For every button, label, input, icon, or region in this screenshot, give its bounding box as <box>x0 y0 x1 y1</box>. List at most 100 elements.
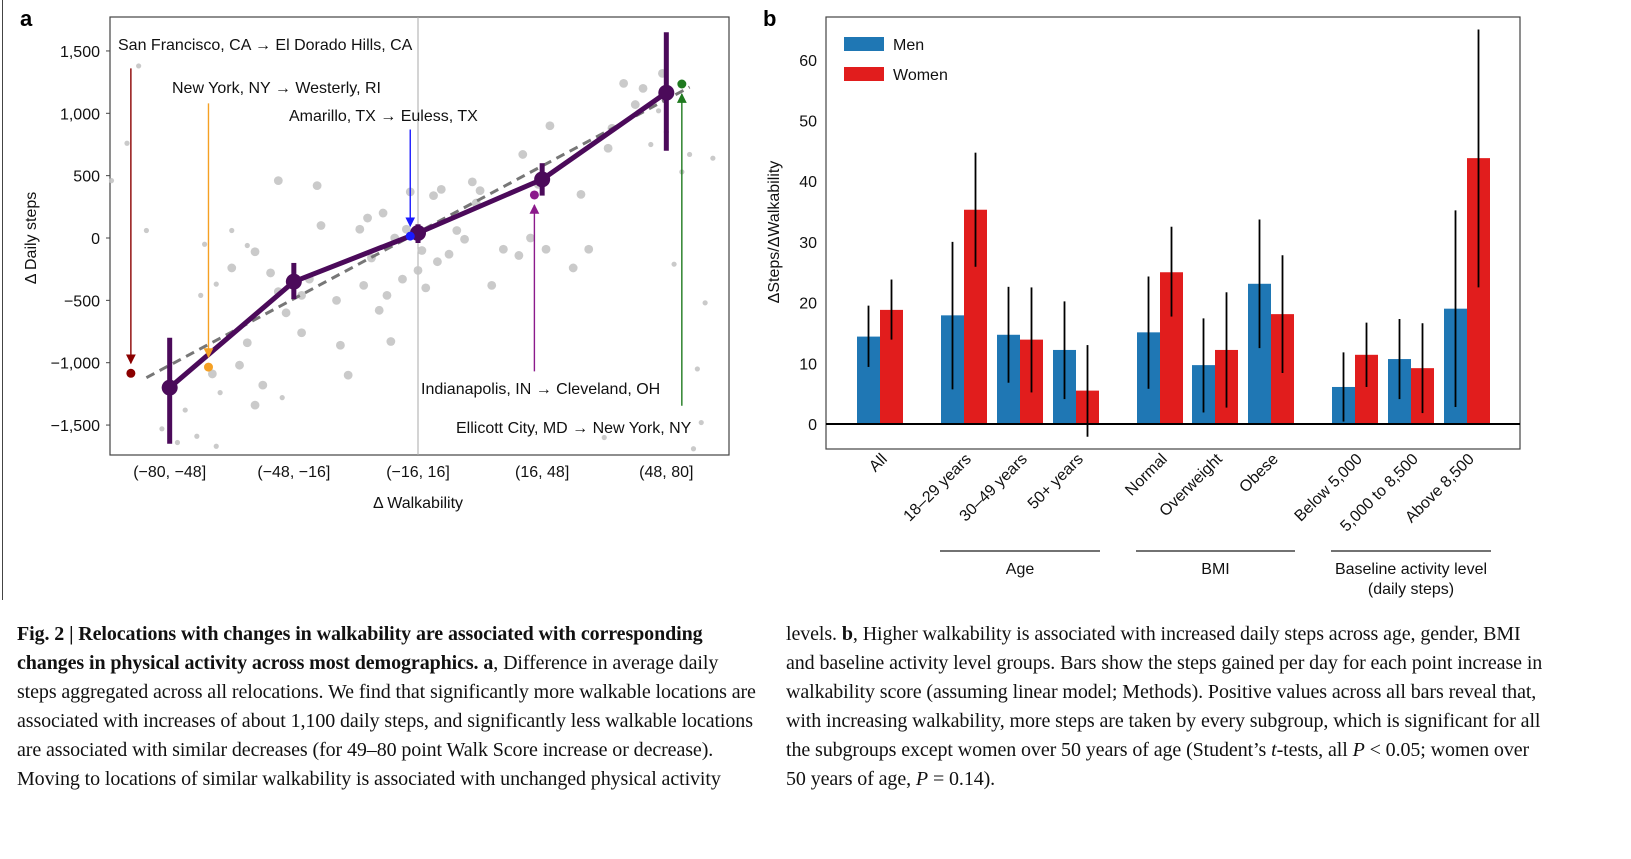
relocation-point <box>382 290 392 300</box>
relocation-point <box>568 263 578 273</box>
relocation-point <box>514 251 524 260</box>
group-label: BMI <box>1201 561 1229 578</box>
relocation-point <box>217 390 223 396</box>
bar-women <box>1467 158 1490 424</box>
category-label: Normal <box>1122 451 1170 499</box>
bar-women <box>1160 272 1183 424</box>
plot-frame-a <box>109 16 730 456</box>
x-axis-label: Δ Walkability <box>373 495 463 512</box>
caption-left-column: Fig. 2 | Relocations with changes in wal… <box>17 620 762 794</box>
relocation-point <box>159 426 165 432</box>
relocation-point <box>374 305 384 315</box>
relocation-point <box>444 249 454 259</box>
highlighted-relocation-point <box>405 231 415 241</box>
category-label: 50+ years <box>1025 451 1087 513</box>
relocation-point <box>584 244 594 254</box>
relocation-point <box>429 191 438 201</box>
legend-label-men: Men <box>893 37 924 54</box>
relocation-point <box>207 369 217 379</box>
caption-b-label: b <box>841 623 853 645</box>
relocation-point <box>336 340 345 350</box>
y-tick-label: −1,500 <box>51 418 100 435</box>
plot-frame-b <box>825 16 1521 450</box>
relocation-point <box>266 268 275 278</box>
relocation-point <box>467 177 477 187</box>
bar-men <box>1248 283 1271 424</box>
relocation-point <box>386 337 396 346</box>
relocation-point <box>619 78 629 88</box>
x-tick-label: (16, 48] <box>515 464 569 481</box>
relocation-point <box>671 261 677 267</box>
relocation-point <box>279 395 285 401</box>
relocation-label: Indianapolis, IN → Cleveland, OH <box>421 381 660 398</box>
caption-a-text-cont: levels. <box>786 623 842 645</box>
y-tick-label: −1,000 <box>51 356 100 373</box>
legend-label-women: Women <box>893 67 948 84</box>
left-column-rule <box>2 0 3 600</box>
bar-men <box>857 336 880 424</box>
relocation-point <box>698 419 704 426</box>
relocation-point <box>363 213 372 223</box>
relocation-point <box>297 290 306 300</box>
relocation-point <box>576 189 586 199</box>
y-tick-label: −500 <box>64 293 100 310</box>
figure-2: a b San Francisco, CA → El Dorado Hills,… <box>20 6 1521 598</box>
relocation-point <box>359 280 369 290</box>
y-tick-label: 50 <box>799 114 817 131</box>
relocation-point <box>518 150 528 159</box>
mean-point <box>161 379 178 396</box>
relocation-label: San Francisco, CA → El Dorado Hills, CA <box>118 37 413 54</box>
relocation-point <box>526 233 535 243</box>
relocation-point <box>355 224 365 234</box>
relocation-point <box>541 244 551 254</box>
relocation-point <box>413 266 423 275</box>
relocation-point <box>250 247 260 257</box>
relocation-point <box>182 407 188 413</box>
highlighted-relocation-point <box>677 79 687 89</box>
relocation-point <box>601 434 607 441</box>
y-tick-label: 40 <box>799 174 817 191</box>
y-tick-label: 0 <box>91 231 100 248</box>
caption-b-p1: P <box>1352 739 1365 761</box>
mean-point <box>285 273 302 290</box>
y-tick-label: 10 <box>799 356 817 373</box>
relocation-point <box>108 178 115 184</box>
category-label: All <box>866 451 891 476</box>
relocation-point <box>545 121 555 131</box>
caption-a-label: a <box>483 652 494 674</box>
relocation-point <box>655 108 662 114</box>
caption-b-text-2: -tests, all <box>1276 739 1353 761</box>
highlighted-relocation-point <box>203 362 213 372</box>
relocation-point <box>436 184 446 194</box>
caption-title: Relocations with changes in walkability … <box>17 623 703 674</box>
x-tick-label: (48, 80] <box>639 464 693 481</box>
relocation-point <box>710 155 716 161</box>
y-tick-label: 60 <box>799 53 817 70</box>
relocation-point <box>227 263 237 273</box>
y-axis-label: Δ Daily steps <box>23 192 40 285</box>
relocation-point <box>690 446 697 452</box>
relocation-point <box>202 241 208 247</box>
relocation-point <box>213 281 219 287</box>
relocation-point <box>452 226 462 235</box>
relocation-point <box>648 141 654 148</box>
relocation-point <box>244 242 250 249</box>
y-tick-label: 30 <box>799 235 817 252</box>
legend-swatch-men <box>844 37 884 51</box>
relocation-point <box>332 295 341 305</box>
x-tick-label: (−80, −48] <box>133 464 206 481</box>
highlighted-relocation-point <box>126 368 136 378</box>
y-tick-label: 0 <box>808 417 817 434</box>
relocation-label: Ellicott City, MD → New York, NY <box>456 420 692 437</box>
relocation-point <box>273 176 283 186</box>
y-tick-label: 20 <box>799 296 817 313</box>
relocation-point <box>694 366 700 372</box>
relocation-point <box>124 140 130 146</box>
panel-a-letter: a <box>20 6 33 31</box>
relocation-point <box>281 308 291 318</box>
relocation-point <box>687 151 693 158</box>
caption-right-column: levels. b, Higher walkability is associa… <box>786 620 1546 794</box>
relocation-point <box>136 63 142 69</box>
relocation-point <box>316 221 326 230</box>
